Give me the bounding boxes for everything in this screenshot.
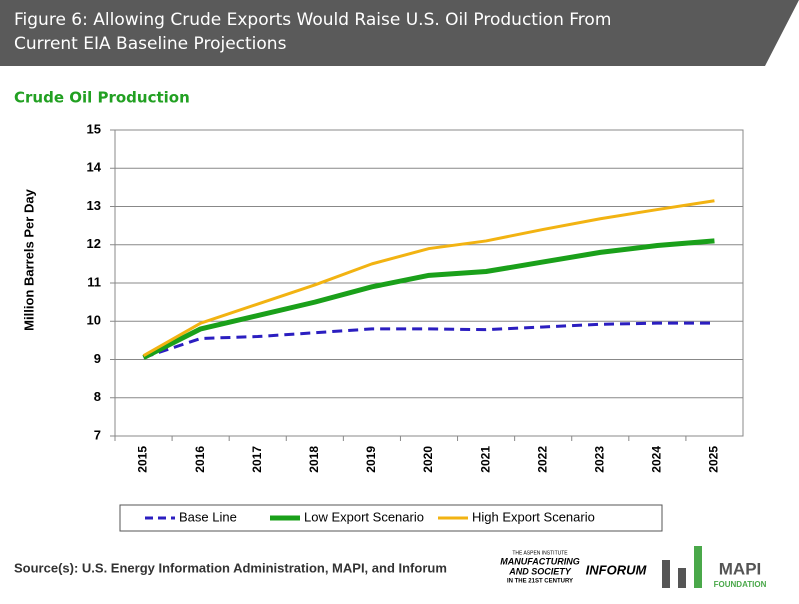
legend-label: Base Line	[179, 509, 237, 524]
y-tick-label: 13	[87, 198, 101, 213]
x-tick-label: 2016	[193, 446, 207, 473]
logo-text: IN THE 21ST CENTURY	[507, 579, 573, 585]
y-tick-label: 7	[94, 427, 101, 442]
y-tick-label: 11	[87, 274, 101, 289]
y-tick-label: 9	[94, 351, 101, 366]
logo-text: AND SOCIETY	[508, 566, 572, 576]
series-line	[143, 321, 715, 360]
y-tick-label: 15	[87, 121, 101, 136]
x-tick-label: 2018	[307, 446, 321, 473]
x-tick-label: 2024	[650, 446, 664, 473]
header-band	[0, 0, 799, 66]
logo-bar	[678, 568, 686, 588]
x-tick-label: 2020	[421, 446, 435, 473]
series-line	[142, 238, 715, 360]
y-tick-label: 8	[94, 389, 101, 404]
x-tick-label: 2021	[478, 446, 492, 473]
x-tick-label: 2015	[136, 446, 150, 473]
logo-bar	[694, 546, 702, 588]
logo-text: MAPI	[719, 559, 762, 578]
legend-label: High Export Scenario	[472, 509, 595, 524]
logo-text: FOUNDATION	[714, 580, 767, 589]
legend	[119, 504, 663, 532]
y-tick-label: 14	[87, 160, 102, 175]
chart-title: Crude Oil Production	[14, 89, 190, 107]
logo-text: MANUFACTURING	[500, 556, 580, 566]
y-axis-label: Million Barrels Per Day	[21, 188, 36, 330]
source: Source(s): U.S. Energy Information Admin…	[14, 560, 447, 575]
logo-text: INFORUM	[586, 562, 648, 577]
header-title: Current EIA Baseline Projections	[14, 34, 287, 54]
x-tick-label: 2022	[535, 446, 549, 473]
series-line	[142, 199, 715, 357]
x-tick-label: 2023	[592, 446, 606, 473]
logo-text: THE ASPEN INSTITUTE	[512, 550, 568, 556]
y-tick-label: 10	[87, 313, 101, 328]
logos: THE ASPEN INSTITUTE MANUFACTURING AND SO…	[500, 546, 767, 589]
y-tick-label: 12	[87, 236, 101, 251]
x-tick-label: 2025	[707, 446, 721, 473]
logo-bar	[662, 560, 670, 588]
header-title: Figure 6: Allowing Crude Exports Would R…	[14, 10, 611, 30]
legend-label: Low Export Scenario	[304, 509, 424, 524]
x-tick-label: 2019	[364, 446, 378, 473]
x-tick-label: 2017	[250, 446, 264, 473]
